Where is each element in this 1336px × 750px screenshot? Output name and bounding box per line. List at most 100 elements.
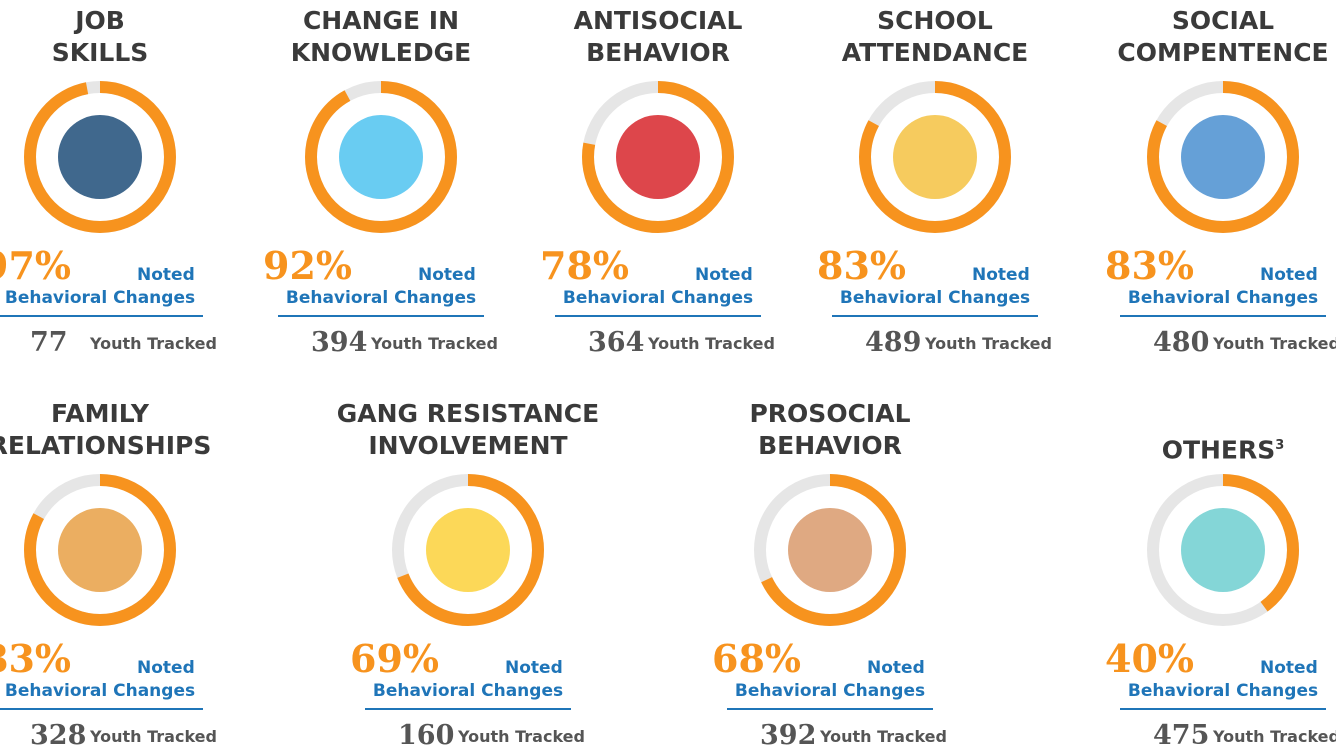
divider — [1120, 708, 1326, 710]
caption-changes: Behavioral Changes — [1073, 288, 1336, 308]
youth-label: Youth Tracked — [925, 334, 1052, 353]
donut-chart — [301, 77, 461, 237]
infographic: JOBSKILLS 97% Noted Behavioral Changes 77 You… — [0, 0, 1336, 750]
title-line: SKILLS — [0, 37, 250, 69]
percent-label: 69% — [350, 636, 439, 681]
card-title: PROSOCIALBEHAVIOR — [680, 398, 980, 462]
youth-count: 77 — [30, 327, 68, 358]
divider — [1120, 315, 1326, 317]
donut-chart — [20, 470, 180, 630]
icon — [1181, 115, 1265, 199]
percent-label: 83% — [817, 243, 906, 288]
divider — [832, 315, 1038, 317]
donut-chart — [855, 77, 1015, 237]
caption-changes: Behavioral Changes — [508, 288, 808, 308]
caption-changes: Behavioral Changes — [231, 288, 531, 308]
caption-changes: Behavioral Changes — [785, 288, 1085, 308]
footnote-mark: 3 — [1275, 438, 1284, 453]
youth-count: 475 — [1153, 720, 1209, 750]
caption-noted: Noted — [972, 265, 1030, 285]
youth-label: Youth Tracked — [458, 727, 585, 746]
caption-changes: Behavioral Changes — [318, 681, 618, 701]
card-title: GANG RESISTANCEINVOLVEMENT — [318, 398, 618, 462]
caption-changes: Behavioral Changes — [1073, 681, 1336, 701]
divider — [365, 708, 571, 710]
divider — [727, 708, 933, 710]
youth-label: Youth Tracked — [90, 727, 217, 746]
percent-label: 97% — [0, 243, 71, 288]
youth-label: Youth Tracked — [90, 334, 217, 353]
title-line: FAMILY — [0, 398, 250, 430]
youth-label: Youth Tracked — [1213, 334, 1336, 353]
icon — [893, 115, 977, 199]
youth-count: 160 — [398, 720, 454, 750]
youth-count: 394 — [311, 327, 367, 358]
percent-label: 92% — [263, 243, 352, 288]
title-line: CHANGE IN — [231, 5, 531, 37]
title-line: GANG RESISTANCE — [318, 398, 618, 430]
caption-noted: Noted — [137, 265, 195, 285]
divider — [0, 708, 203, 710]
title-line: ANTISOCIAL — [508, 5, 808, 37]
percent-label: 83% — [0, 636, 71, 681]
caption-noted: Noted — [695, 265, 753, 285]
icon — [616, 115, 700, 199]
youth-count: 328 — [30, 720, 86, 750]
card-title: ANTISOCIALBEHAVIOR — [508, 5, 808, 69]
donut-chart — [578, 77, 738, 237]
title-line: OTHERS3 — [1073, 430, 1336, 466]
donut-chart — [1143, 77, 1303, 237]
caption-changes: Behavioral Changes — [0, 288, 250, 308]
caption-noted: Noted — [867, 658, 925, 678]
divider — [0, 315, 203, 317]
title-line: KNOWLEDGE — [231, 37, 531, 69]
icon — [1181, 508, 1265, 592]
caption-noted: Noted — [1260, 265, 1318, 285]
caption-noted: Noted — [137, 658, 195, 678]
divider — [278, 315, 484, 317]
donut-chart — [20, 77, 180, 237]
icon — [339, 115, 423, 199]
caption-noted: Noted — [418, 265, 476, 285]
icon — [58, 115, 142, 199]
title-line: BEHAVIOR — [508, 37, 808, 69]
youth-count: 392 — [760, 720, 816, 750]
title-line: RELATIONSHIPS — [0, 430, 250, 462]
caption-changes: Behavioral Changes — [0, 681, 250, 701]
card-title: OTHERS3 — [1073, 398, 1336, 462]
youth-count: 364 — [588, 327, 644, 358]
icon — [788, 508, 872, 592]
title-line: INVOLVEMENT — [318, 430, 618, 462]
icon — [426, 508, 510, 592]
title-line: COMPENTENCE — [1073, 37, 1336, 69]
percent-label: 68% — [712, 636, 801, 681]
title-line: ATTENDANCE — [785, 37, 1085, 69]
caption-noted: Noted — [1260, 658, 1318, 678]
youth-label: Youth Tracked — [1213, 727, 1336, 746]
title-line: SOCIAL — [1073, 5, 1336, 37]
percent-label: 83% — [1105, 243, 1194, 288]
title-line: SCHOOL — [785, 5, 1085, 37]
youth-label: Youth Tracked — [820, 727, 947, 746]
youth-count: 489 — [865, 327, 921, 358]
donut-chart — [750, 470, 910, 630]
percent-label: 40% — [1105, 636, 1194, 681]
percent-label: 78% — [540, 243, 629, 288]
youth-count: 480 — [1153, 327, 1209, 358]
youth-label: Youth Tracked — [371, 334, 498, 353]
metric-card: FAMILYRELATIONSHIPS83%NotedBehavioral Ch… — [0, 398, 250, 630]
title-line: JOB — [0, 5, 250, 37]
